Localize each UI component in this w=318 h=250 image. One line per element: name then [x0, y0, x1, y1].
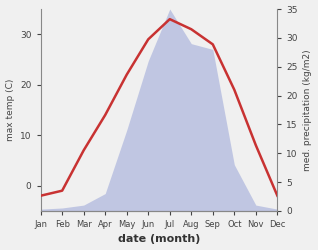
Y-axis label: max temp (C): max temp (C) [5, 79, 15, 141]
Y-axis label: med. precipitation (kg/m2): med. precipitation (kg/m2) [303, 49, 313, 171]
X-axis label: date (month): date (month) [118, 234, 200, 244]
